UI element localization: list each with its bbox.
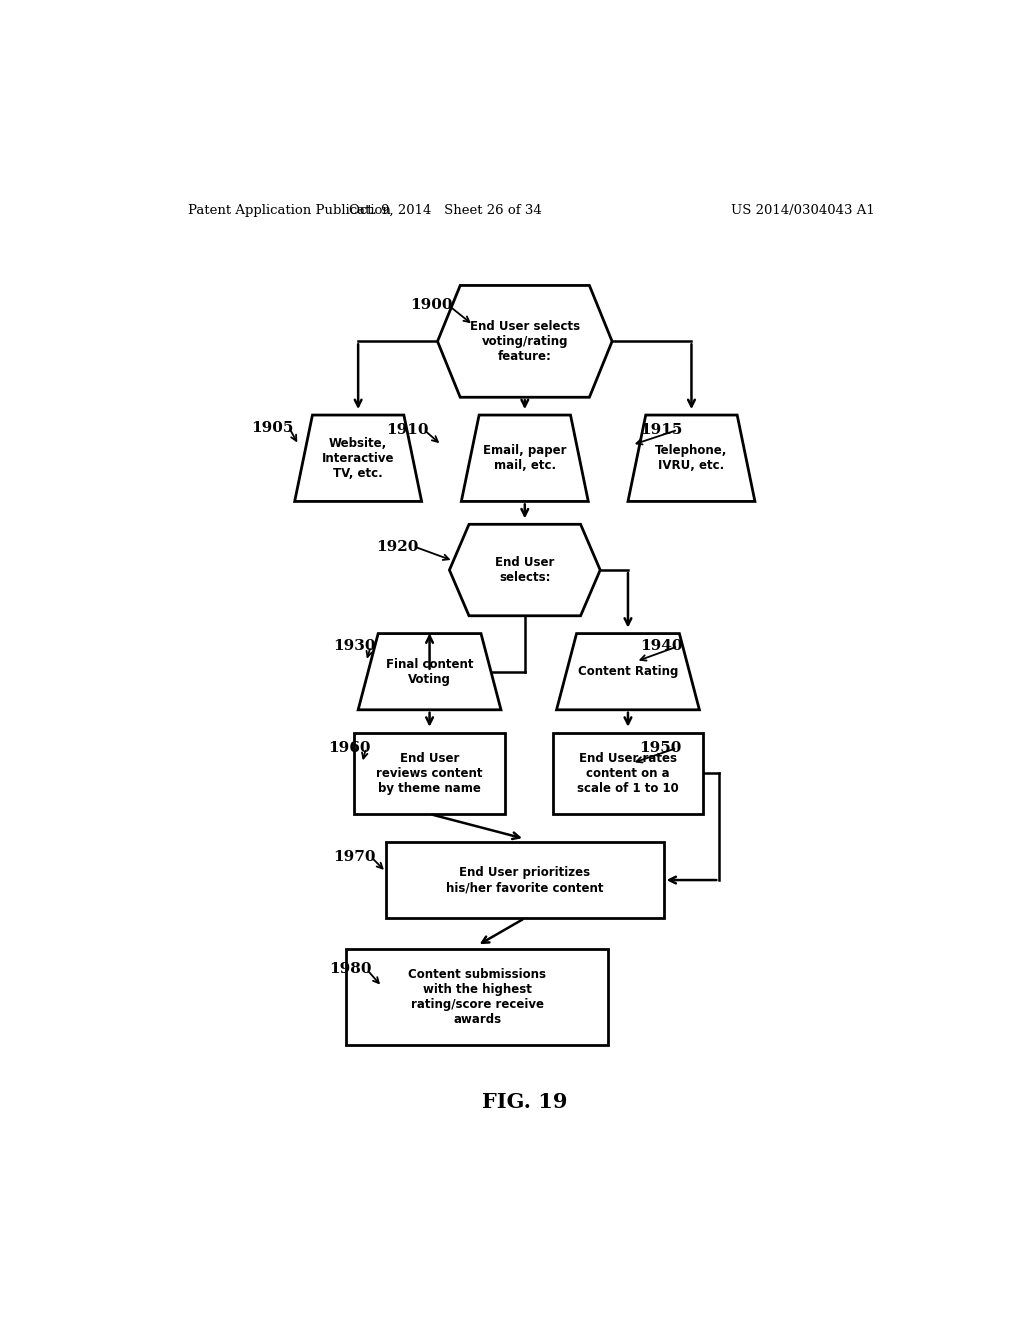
Text: 1915: 1915 [640, 422, 682, 437]
Polygon shape [450, 524, 600, 616]
Polygon shape [628, 414, 755, 502]
Polygon shape [437, 285, 612, 397]
Text: 1930: 1930 [333, 639, 375, 653]
Text: US 2014/0304043 A1: US 2014/0304043 A1 [731, 205, 874, 216]
Text: Telephone,
IVRU, etc.: Telephone, IVRU, etc. [655, 445, 728, 473]
Polygon shape [461, 414, 588, 502]
Text: Email, paper
mail, etc.: Email, paper mail, etc. [483, 445, 566, 473]
Text: Patent Application Publication: Patent Application Publication [187, 205, 390, 216]
Text: 1970: 1970 [333, 850, 375, 863]
Text: 1905: 1905 [251, 421, 294, 434]
Bar [553, 733, 703, 814]
Text: 1950: 1950 [639, 741, 681, 755]
Text: Content submissions
with the highest
rating/score receive
awards: Content submissions with the highest rat… [409, 968, 546, 1026]
Text: 1960: 1960 [328, 741, 371, 755]
Polygon shape [557, 634, 699, 710]
Text: End User
selects:: End User selects: [496, 556, 554, 583]
Text: End User
reviews content
by theme name: End User reviews content by theme name [376, 752, 483, 795]
Text: End User rates
content on a
scale of 1 to 10: End User rates content on a scale of 1 t… [578, 752, 679, 795]
Text: Content Rating: Content Rating [578, 665, 678, 678]
Polygon shape [358, 634, 501, 710]
Polygon shape [295, 414, 422, 502]
Bar [346, 949, 608, 1045]
Text: End User prioritizes
his/her favorite content: End User prioritizes his/her favorite co… [446, 866, 603, 894]
Text: 1920: 1920 [377, 540, 419, 553]
Text: 1910: 1910 [386, 422, 428, 437]
Text: FIG. 19: FIG. 19 [482, 1092, 567, 1111]
Bar [354, 733, 505, 814]
Text: Oct. 9, 2014   Sheet 26 of 34: Oct. 9, 2014 Sheet 26 of 34 [349, 205, 542, 216]
Text: Website,
Interactive
TV, etc.: Website, Interactive TV, etc. [322, 437, 394, 479]
Text: 1900: 1900 [410, 298, 453, 312]
Text: End User selects
voting/rating
feature:: End User selects voting/rating feature: [470, 319, 580, 363]
Text: 1940: 1940 [640, 639, 682, 653]
Text: Final content
Voting: Final content Voting [386, 657, 473, 685]
Bar [386, 842, 664, 919]
Text: 1980: 1980 [329, 962, 372, 977]
